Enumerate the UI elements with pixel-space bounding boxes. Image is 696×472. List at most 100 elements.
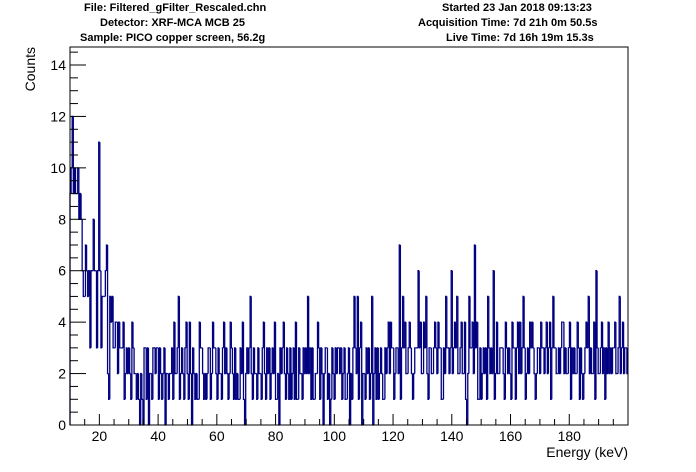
histogram-bin [184, 347, 187, 400]
histogram-bin [553, 296, 556, 349]
histogram-bin [207, 347, 210, 374]
histogram-bin [82, 270, 85, 298]
histogram-bin [133, 347, 136, 375]
histogram-bin [201, 347, 204, 375]
histogram-bin [196, 373, 199, 400]
histogram-bin [321, 347, 324, 375]
histogram-bin [270, 372, 273, 400]
histogram-bin [515, 347, 518, 400]
histogram-bin [168, 372, 171, 400]
histogram-bin [502, 347, 505, 375]
histogram-bin [215, 347, 217, 375]
histogram-bin [590, 347, 593, 375]
histogram-bin [218, 347, 221, 375]
histogram-bin [141, 373, 143, 400]
histogram-bin [394, 372, 396, 400]
histogram-bin [362, 372, 364, 425]
histogram-bin [90, 270, 93, 348]
histogram-bin [159, 347, 162, 375]
histogram-bin [414, 347, 416, 374]
histogram-bin [295, 322, 298, 400]
y-tick-label: 0 [58, 417, 66, 433]
histogram-bin [400, 347, 403, 400]
x-tick-label: 20 [92, 428, 108, 444]
x-tick-label: 180 [558, 428, 582, 444]
histogram-bin [382, 373, 384, 400]
histogram-bin [525, 372, 528, 400]
histogram-bin [410, 347, 413, 375]
histogram-bin [85, 245, 88, 272]
histogram-bin [420, 322, 423, 375]
y-axis-label: Counts [22, 47, 38, 91]
x-tick-label: 40 [150, 428, 166, 444]
histogram-bin [314, 372, 317, 400]
histogram-bin [467, 372, 469, 425]
histogram-bin [263, 322, 266, 375]
histogram-bin [179, 372, 182, 400]
y-tick-label: 10 [50, 160, 66, 176]
histogram-bin [452, 347, 455, 374]
histogram-bin [152, 347, 154, 400]
histogram-bin [258, 347, 261, 375]
header-acquisition-line: Acquisition Time: 7d 21h 0m 50.5s [418, 17, 598, 29]
histogram-bin [104, 270, 107, 297]
histogram-bin [287, 347, 289, 375]
histogram-bin [81, 219, 84, 272]
histogram-bin [299, 347, 301, 375]
y-tick-label: 2 [58, 366, 66, 382]
histogram-bin [112, 296, 115, 349]
histogram-bin [358, 347, 361, 400]
histogram-bin [597, 347, 600, 375]
histogram-bin [583, 372, 585, 400]
histogram-bin [574, 347, 577, 375]
x-axis-label: Energy (keV) [546, 444, 628, 460]
histogram-bin [221, 347, 224, 400]
histogram-bin [129, 347, 131, 375]
histogram-bin [206, 372, 209, 400]
histogram-bin [228, 372, 231, 400]
header-detector-line: Detector: XRF-MCA MCB 25 [100, 17, 246, 29]
histogram-bin [248, 347, 251, 374]
histogram-bin [555, 347, 558, 375]
histogram-bin [186, 322, 189, 375]
histogram-bin [509, 347, 511, 375]
histogram-bin [499, 347, 501, 374]
histogram-bin [210, 372, 213, 400]
y-tick-label: 12 [50, 108, 66, 124]
histogram-bin [430, 347, 433, 375]
histogram-bin [412, 372, 415, 400]
histogram-bin [536, 347, 539, 374]
histogram-bin [532, 322, 535, 349]
histogram-bin [378, 372, 381, 400]
histogram-bin [428, 347, 431, 400]
histogram-bin [80, 193, 83, 220]
histogram-bin [521, 347, 524, 374]
x-tick-label: 80 [268, 428, 284, 444]
histogram-bin [584, 347, 587, 374]
histogram-bin [481, 372, 484, 400]
x-tick-label: 60 [209, 428, 225, 444]
histogram-bin [494, 372, 497, 400]
histogram-bin [535, 372, 538, 400]
histogram-bin [283, 322, 286, 375]
histogram-bin [617, 347, 620, 374]
header-started-line: Started 23 Jan 2018 09:13:23 [442, 2, 592, 14]
histogram-bin [324, 347, 327, 374]
histogram-bin [99, 142, 101, 272]
histogram-bin [469, 296, 472, 349]
histogram-bin [533, 347, 536, 375]
histogram-bin [323, 372, 326, 425]
histogram-bin [342, 372, 345, 400]
histogram-bin [523, 296, 526, 349]
histogram-bin [245, 372, 247, 425]
histogram-bin [174, 322, 177, 375]
histogram-bin [561, 321, 563, 348]
histogram-bin [390, 322, 393, 349]
histogram-bin [547, 347, 550, 374]
x-tick-label: 160 [499, 428, 523, 444]
x-tick-label: 140 [440, 428, 464, 444]
histogram-bin [496, 322, 499, 375]
axis-ticks-layer: 20 40 60 80 100 120 140 160 180 0 2 4 6 8 10 12 14 [50, 51, 629, 444]
histogram-bins-layer [69, 115, 628, 426]
